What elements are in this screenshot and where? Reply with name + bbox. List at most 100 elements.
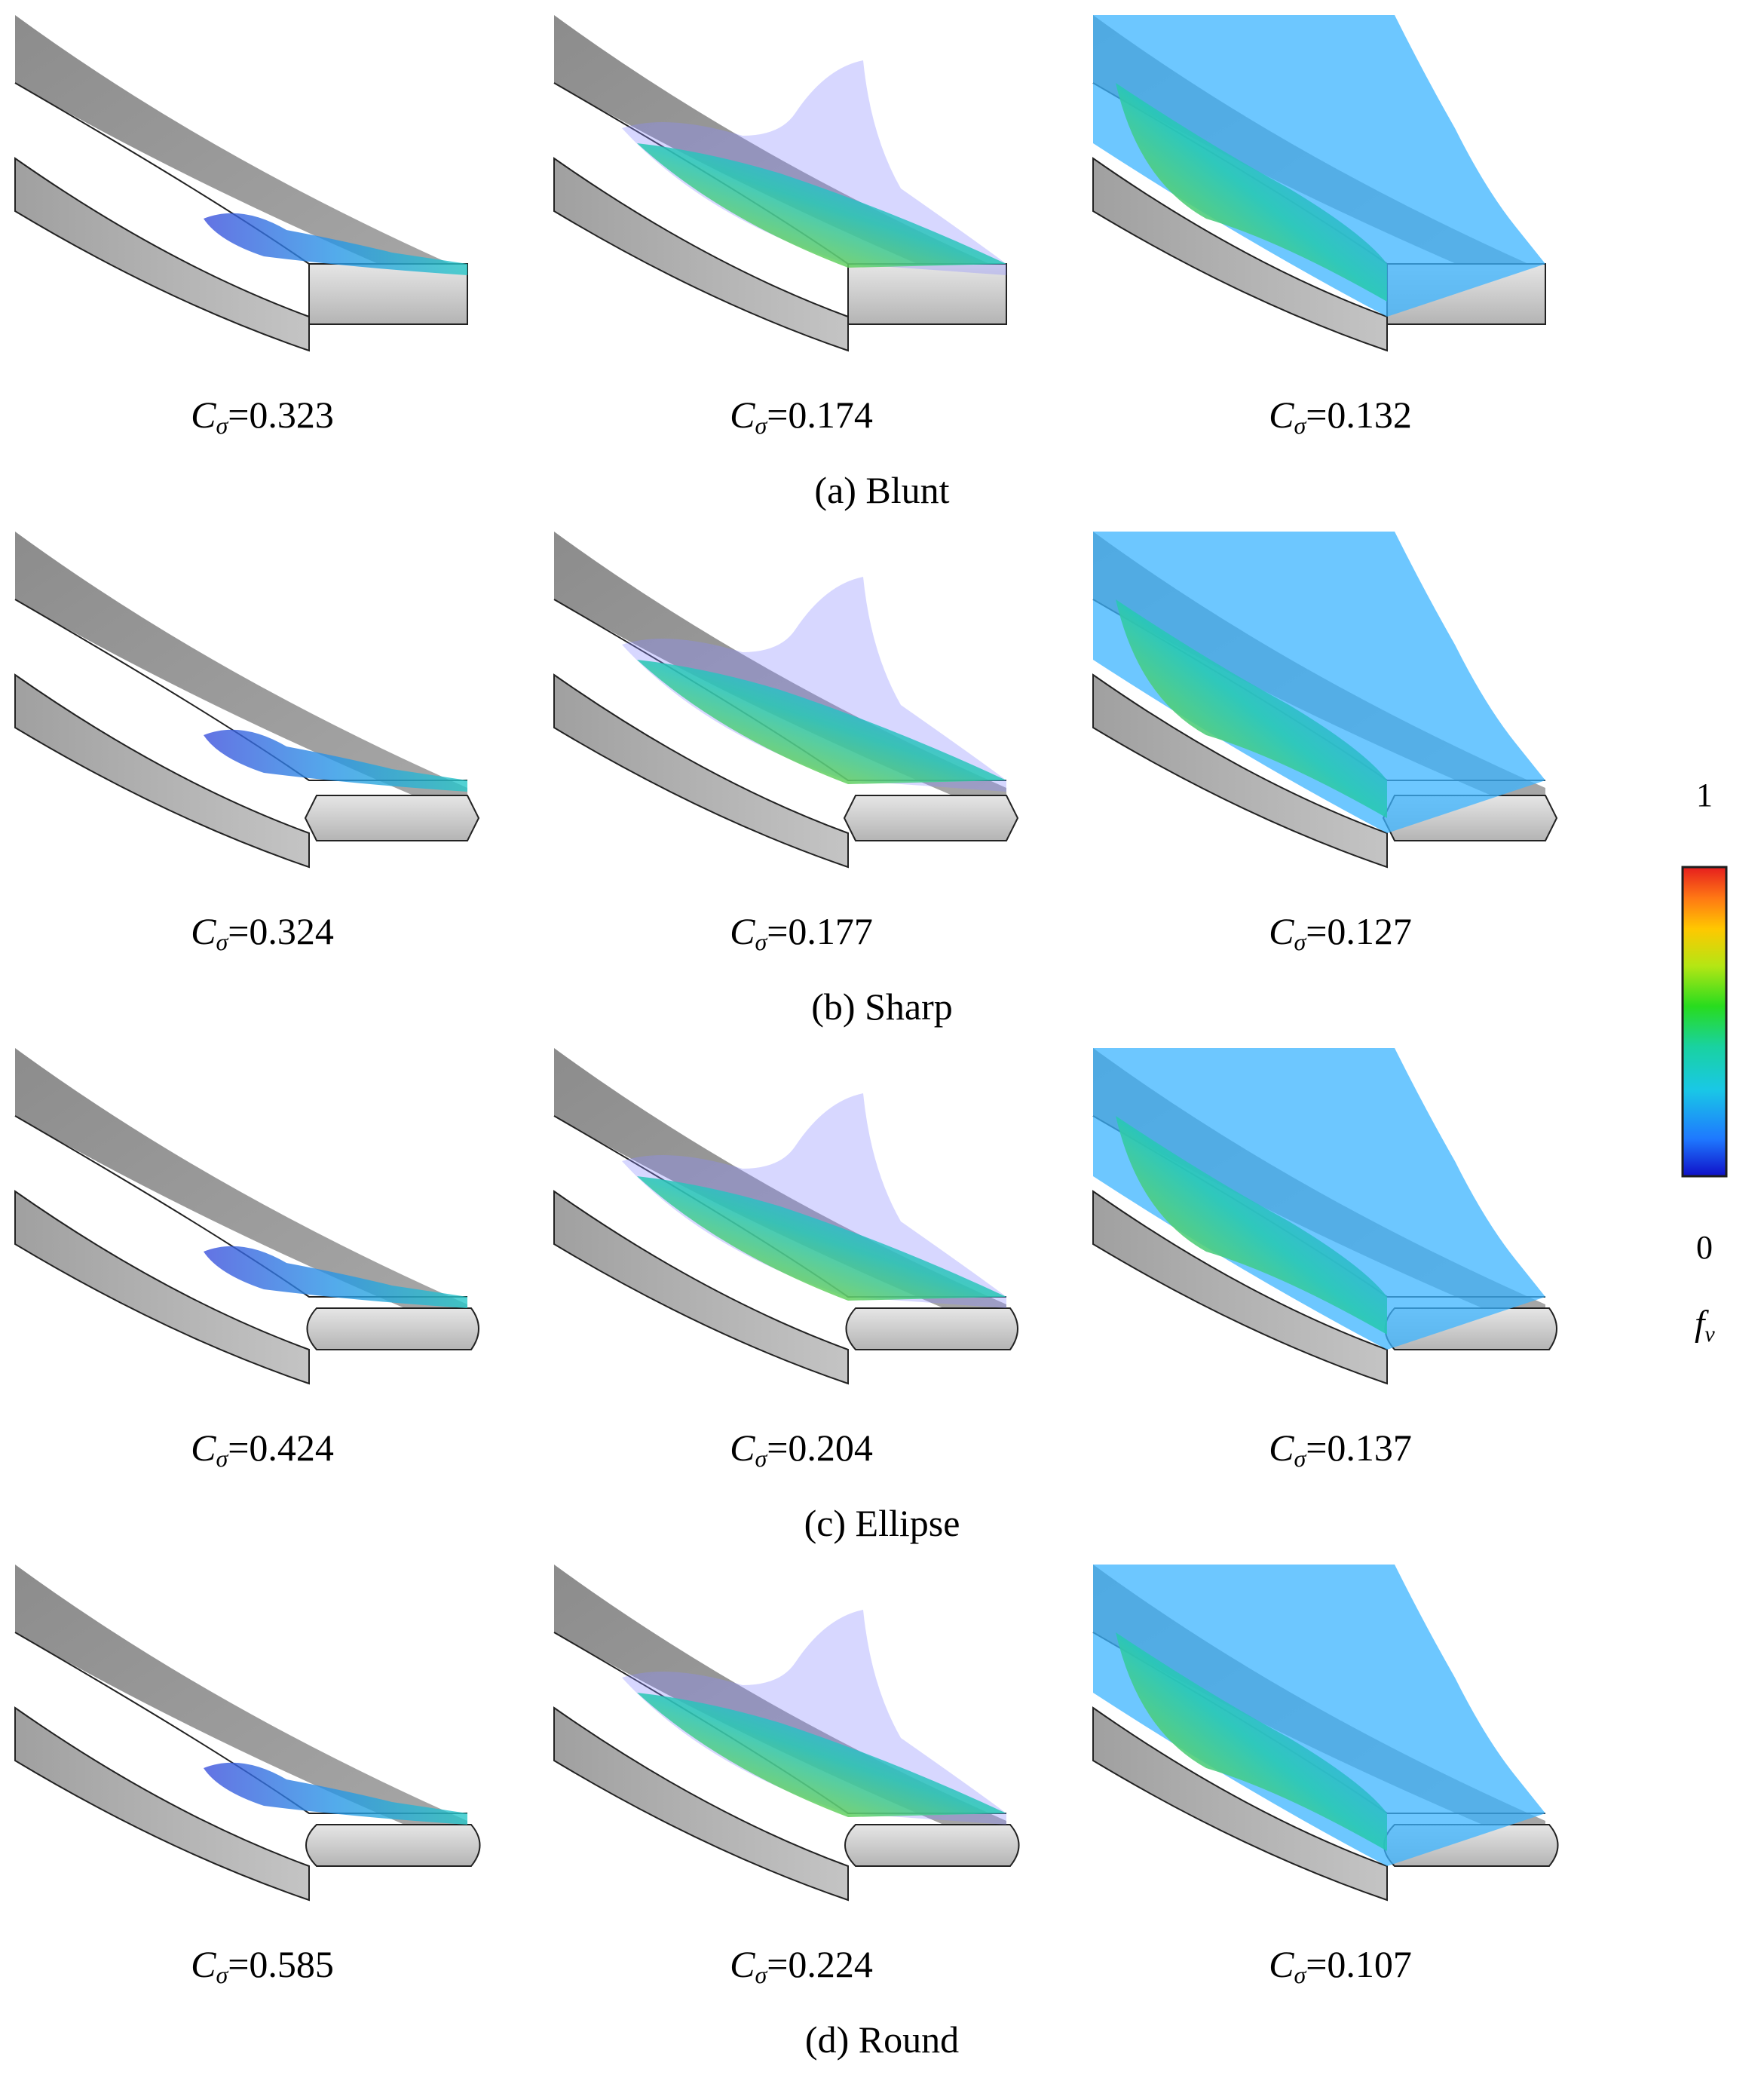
hydrofoil-side-surface <box>14 1706 310 1902</box>
cavity-inner-region <box>1116 599 1387 818</box>
colorbar <box>1681 866 1728 1178</box>
cavity-outer-region <box>622 1093 1006 1308</box>
cavitation-symbol: Cσ <box>191 1427 228 1472</box>
cavitation-value: =0.137 <box>1306 1427 1412 1469</box>
cavity-outer-region <box>622 1610 1006 1825</box>
row-label: (a) Blunt <box>814 469 950 511</box>
hydrofoil-panel <box>553 1048 1018 1385</box>
cavitation-symbol: Cσ <box>191 1943 228 1988</box>
cavitation-symbol: Cσ <box>730 1427 767 1472</box>
cavitation-number-label: Cσ=0.107 <box>1114 1942 1566 1997</box>
cavitation-value: =0.177 <box>767 910 873 952</box>
hydrofoil-side-surface <box>14 157 310 352</box>
cavity-inner-region <box>637 660 1006 784</box>
hydrofoil-side-surface <box>14 673 310 869</box>
hydrofoil-panel <box>553 532 1019 869</box>
row-label: (d) Round <box>804 2018 960 2061</box>
cavitation-number-label: Cσ=0.177 <box>575 909 1027 964</box>
hydrofoil-panel <box>1092 1565 1559 1902</box>
cavitation-symbol: Cσ <box>191 394 228 439</box>
cavitation-number-label: Cσ=0.224 <box>575 1942 1027 1997</box>
hydrofoil-side-surface <box>1092 1706 1388 1902</box>
cavitation-symbol: Cσ <box>1269 1427 1306 1472</box>
hydrofoil-side-surface <box>1092 673 1388 869</box>
hydrofoil-panel <box>1092 532 1558 869</box>
hydrofoil-panel <box>14 1565 481 1902</box>
cavity-inner-region <box>637 1176 1006 1301</box>
hydrofoil-side-surface <box>1092 1190 1388 1385</box>
cavitation-symbol: Cσ <box>191 910 228 955</box>
cavity-outer-region <box>1093 532 1545 833</box>
colorbar-max-label: 1 <box>1696 777 1713 814</box>
cavity-region <box>204 1762 467 1825</box>
trailing-edge-face <box>844 1824 1020 1867</box>
cavity-inner-region <box>1116 83 1387 302</box>
panels-layer <box>14 15 1559 1902</box>
trailing-edge-face <box>306 1307 479 1350</box>
cavitation-number-label: Cσ=0.323 <box>36 392 488 448</box>
row-label: (c) Ellipse <box>804 1502 960 1544</box>
cavitation-value: =0.323 <box>228 394 334 436</box>
trailing-edge-face <box>305 1824 481 1867</box>
hydrofoil-panel <box>14 1048 479 1385</box>
cavity-outer-region <box>1093 1565 1545 1866</box>
cavity-inner-region <box>637 143 1006 268</box>
cavity-outer-region <box>622 60 1006 275</box>
cavitation-value: =0.107 <box>1306 1943 1412 1985</box>
cavitation-number-label: Cσ=0.204 <box>575 1425 1027 1481</box>
cavitation-number-label: Cσ=0.127 <box>1114 909 1566 964</box>
cavitation-value: =0.424 <box>228 1427 334 1469</box>
cavitation-value: =0.585 <box>228 1943 334 1985</box>
cavitation-symbol: Cσ <box>730 910 767 955</box>
hydrofoil-side-surface <box>553 1190 849 1385</box>
hydrofoil-panel <box>1092 15 1546 352</box>
cavitation-symbol: Cσ <box>1269 1943 1306 1988</box>
cavity-region <box>204 729 467 792</box>
cavity-region <box>204 1246 467 1308</box>
cavitation-number-label: Cσ=0.324 <box>36 909 488 964</box>
trailing-edge-face <box>304 795 480 841</box>
cavitation-symbol: Cσ <box>730 394 767 439</box>
cavitation-number-label: Cσ=0.424 <box>36 1425 488 1481</box>
cavitation-value: =0.204 <box>767 1427 873 1469</box>
hydrofoil-side-surface <box>553 157 849 352</box>
hydrofoil-side-surface <box>14 1190 310 1385</box>
cavitation-symbol: Cσ <box>1269 394 1306 439</box>
colorbar-variable-label: fv <box>1695 1304 1715 1347</box>
cavitation-value: =0.132 <box>1306 394 1412 436</box>
cavitation-number-label: Cσ=0.137 <box>1114 1425 1566 1481</box>
cavity-outer-region <box>622 577 1006 792</box>
cavitation-number-label: Cσ=0.174 <box>575 392 1027 448</box>
hydrofoil-suction-surface <box>15 1565 467 1851</box>
cavity-inner-region <box>637 1693 1006 1817</box>
hydrofoil-suction-surface <box>15 15 467 302</box>
hydrofoil-side-surface <box>1092 157 1388 352</box>
hydrofoil-panel <box>553 15 1007 352</box>
hydrofoil-side-surface <box>553 673 849 869</box>
cavity-outer-region <box>1093 15 1545 317</box>
hydrofoil-panel <box>14 532 480 869</box>
cavitation-value: =0.127 <box>1306 910 1412 952</box>
cavity-inner-region <box>1116 1632 1387 1851</box>
cavity-outer-region <box>1093 1048 1545 1350</box>
hydrofoil-panel <box>14 15 468 352</box>
hydrofoil-panel <box>553 1565 1020 1902</box>
cavitation-number-label: Cσ=0.585 <box>36 1942 488 1997</box>
cavitation-symbol: Cσ <box>1269 910 1306 955</box>
hydrofoil-suction-surface <box>15 1048 467 1335</box>
cavity-inner-region <box>1116 1116 1387 1335</box>
cavitation-value: =0.174 <box>767 394 873 436</box>
cavitation-value: =0.324 <box>228 910 334 952</box>
cavitation-number-label: Cσ=0.132 <box>1114 392 1566 448</box>
colorbar-min-label: 0 <box>1696 1229 1713 1266</box>
trailing-edge-face <box>843 795 1019 841</box>
hydrofoil-panel <box>1092 1048 1557 1385</box>
hydrofoil-suction-surface <box>15 532 467 818</box>
cavitation-symbol: Cσ <box>730 1943 767 1988</box>
row-label: (b) Sharp <box>811 985 953 1028</box>
hydrofoil-side-surface <box>553 1706 849 1902</box>
cavitation-value: =0.224 <box>767 1943 873 1985</box>
cavity-region <box>204 213 467 275</box>
trailing-edge-face <box>845 1307 1018 1350</box>
